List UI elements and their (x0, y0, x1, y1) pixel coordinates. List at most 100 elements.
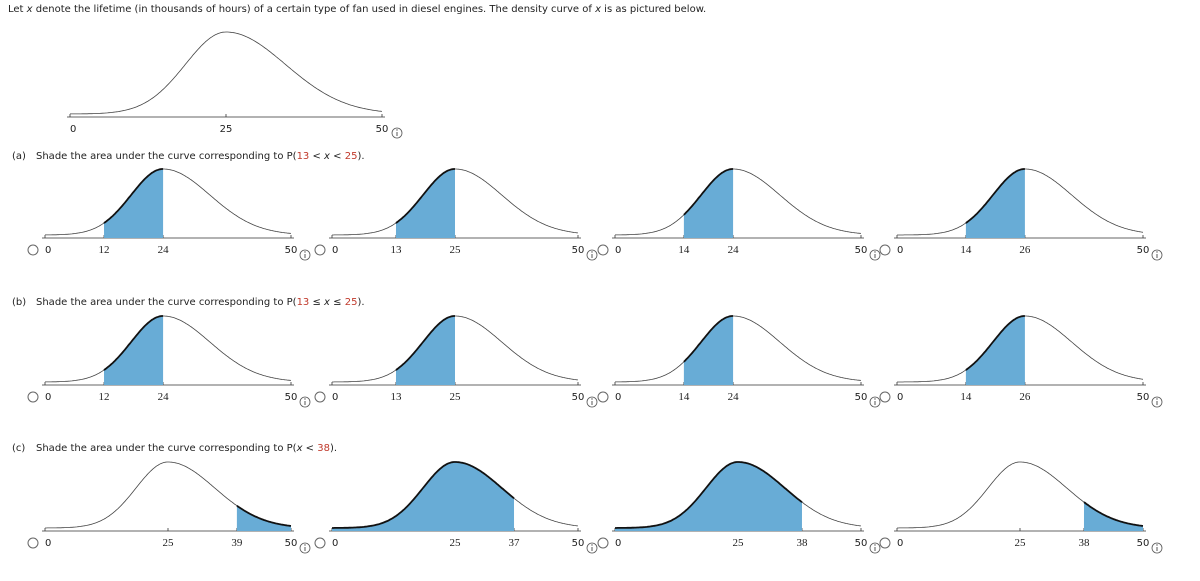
text-part: x (296, 443, 303, 454)
tick-label: 25 (220, 124, 233, 135)
radio-button[interactable] (597, 244, 609, 256)
text-part: ). (357, 151, 364, 162)
radio-button[interactable] (597, 391, 609, 403)
shaded-area (395, 169, 455, 238)
tick-label: 37 (509, 537, 521, 549)
tick-label: 0 (897, 245, 903, 256)
radio-button[interactable] (879, 537, 891, 549)
tick-label: 50 (572, 245, 585, 256)
text-part: ). (330, 443, 337, 454)
shaded-edge (332, 461, 515, 529)
text-part: ). (357, 297, 364, 308)
info-icon-dot (874, 544, 876, 546)
text-part: Shade the area under the curve correspon… (36, 151, 297, 162)
shaded-edge (965, 315, 1025, 371)
info-icon-dot (396, 129, 398, 131)
info-icon[interactable] (869, 249, 881, 261)
info-icon[interactable] (586, 249, 598, 261)
radio-button[interactable] (597, 537, 609, 549)
tick-label: 25 (163, 537, 175, 549)
info-icon[interactable] (299, 396, 311, 408)
info-icon-dot (1156, 251, 1158, 253)
tick-label: 38 (1078, 537, 1090, 549)
shaded-edge (683, 315, 734, 363)
shaded-area (236, 505, 291, 531)
info-icon[interactable] (1151, 249, 1163, 261)
tick-label: 50 (285, 392, 298, 403)
text-part: ≤ (309, 297, 324, 308)
info-icon-dot (591, 398, 593, 400)
shaded-area (683, 316, 734, 385)
text-part: Shade the area under the curve correspon… (36, 297, 297, 308)
intro-text: Let x denote the lifetime (in thousands … (8, 4, 706, 15)
info-icon-dot (591, 544, 593, 546)
tick-label: 12 (99, 391, 110, 403)
info-icon[interactable] (1151, 542, 1163, 554)
text-part: < (309, 151, 324, 162)
radio-button[interactable] (314, 244, 326, 256)
tick-label: 50 (855, 245, 868, 256)
text-part: denote the lifetime (in thousands of hou… (33, 4, 595, 15)
tick-label: 0 (45, 245, 51, 256)
radio-button[interactable] (879, 391, 891, 403)
info-icon[interactable] (1151, 396, 1163, 408)
density-curve (70, 31, 383, 115)
shaded-area (332, 462, 515, 531)
info-icon[interactable] (586, 396, 598, 408)
shaded-edge (236, 504, 292, 527)
shaded-edge (395, 168, 455, 224)
shaded-edge (103, 315, 164, 371)
text-part: 25 (345, 151, 358, 162)
tick-label: 50 (285, 245, 298, 256)
radio-button[interactable] (314, 391, 326, 403)
tick-label: 0 (615, 392, 621, 403)
info-icon-dot (304, 544, 306, 546)
text-part: Shade the area under the curve correspon… (36, 443, 297, 454)
question-label: (a) (12, 151, 26, 162)
info-icon-dot (874, 398, 876, 400)
text-part: x (26, 4, 33, 15)
text-part: 25 (345, 297, 358, 308)
info-icon[interactable] (299, 249, 311, 261)
shaded-area (104, 169, 164, 238)
info-icon[interactable] (869, 542, 881, 554)
question-prompt: Shade the area under the curve correspon… (36, 297, 365, 308)
tick-label: 25 (450, 537, 462, 549)
text-part: x (323, 151, 330, 162)
shaded-area (1083, 502, 1143, 531)
tick-label: 50 (376, 124, 389, 135)
tick-label: 38 (796, 537, 808, 549)
radio-button[interactable] (27, 244, 39, 256)
tick-label: 13 (390, 244, 402, 256)
tick-label: 24 (158, 391, 170, 403)
shaded-area (683, 169, 734, 238)
tick-label: 14 (678, 391, 690, 403)
text-part: 38 (317, 443, 330, 454)
shaded-area (615, 462, 802, 531)
info-icon[interactable] (586, 542, 598, 554)
shaded-area (104, 316, 164, 385)
tick-label: 50 (572, 538, 585, 549)
radio-button[interactable] (27, 391, 39, 403)
radio-button[interactable] (879, 244, 891, 256)
info-icon[interactable] (869, 396, 881, 408)
tick-label: 50 (285, 538, 298, 549)
tick-label: 25 (450, 244, 462, 256)
text-part: x (594, 4, 601, 15)
info-icon[interactable] (299, 542, 311, 554)
shaded-edge (395, 315, 455, 371)
tick-label: 50 (855, 538, 868, 549)
shaded-edge (103, 168, 164, 224)
text-part: Let (8, 4, 27, 15)
question-prompt: Shade the area under the curve correspon… (36, 443, 337, 454)
info-icon[interactable] (391, 127, 403, 139)
tick-label: 12 (99, 244, 110, 256)
tick-label: 26 (1019, 391, 1031, 403)
tick-label: 50 (572, 392, 585, 403)
tick-label: 24 (728, 244, 740, 256)
info-icon-dot (1156, 398, 1158, 400)
density-curve (615, 168, 862, 236)
radio-button[interactable] (314, 537, 326, 549)
radio-button[interactable] (27, 537, 39, 549)
tick-label: 0 (45, 392, 51, 403)
